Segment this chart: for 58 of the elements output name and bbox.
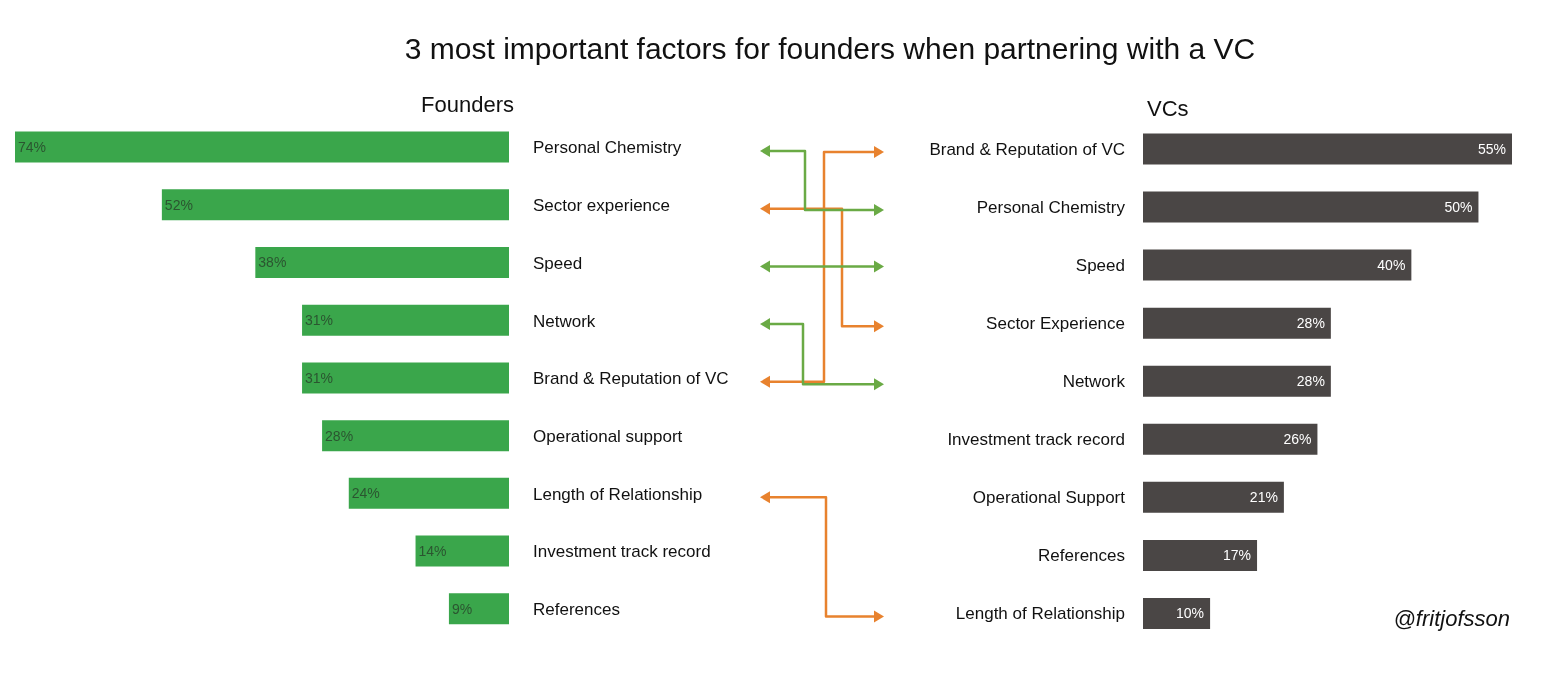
y-tick-label: Length of Relationship bbox=[533, 484, 703, 504]
y-tick-label: Network bbox=[533, 311, 596, 331]
data-label: 38% bbox=[258, 254, 287, 271]
bar bbox=[1143, 307, 1331, 339]
bar bbox=[1143, 481, 1284, 513]
bar bbox=[348, 477, 509, 509]
y-tick-label: Sector Experience bbox=[986, 313, 1125, 333]
bar bbox=[322, 420, 509, 452]
bar bbox=[15, 131, 509, 163]
y-tick-label: Brand & Reputation of VC bbox=[929, 139, 1125, 159]
y-tick-label: Length of Relationship bbox=[955, 604, 1125, 624]
bar bbox=[1143, 133, 1512, 165]
data-label: 9% bbox=[451, 600, 473, 617]
y-tick-label: Investment track record bbox=[947, 429, 1125, 449]
annotation: @fritjofsson bbox=[1393, 606, 1510, 632]
y-tick-label: Operational Support bbox=[972, 487, 1126, 507]
data-label: 31% bbox=[305, 369, 334, 386]
text: 3 most important factors for founders when partnering with a VC bbox=[403, 32, 1257, 66]
bar bbox=[1143, 365, 1331, 397]
chart-subtitle: Founders bbox=[421, 92, 514, 118]
data-label: 28% bbox=[325, 427, 354, 444]
data-label: 40% bbox=[1377, 257, 1406, 274]
bar bbox=[161, 189, 509, 221]
data-label: 50% bbox=[1444, 198, 1473, 215]
data-label: 21% bbox=[1249, 489, 1278, 506]
bar bbox=[1143, 249, 1412, 281]
data-label: 55% bbox=[1477, 140, 1506, 157]
data-label: 74% bbox=[18, 139, 47, 155]
bar bbox=[1143, 423, 1318, 455]
y-tick-label: Personal Chemistry bbox=[976, 197, 1126, 217]
data-label: 10% bbox=[1176, 605, 1205, 622]
y-tick-label: Network bbox=[1062, 371, 1126, 391]
chart-title: VCs bbox=[1147, 96, 1189, 122]
data-label: 14% bbox=[418, 542, 447, 559]
y-tick-label: Speed bbox=[1075, 255, 1125, 275]
data-label: 28% bbox=[1296, 373, 1325, 390]
y-tick-label: Personal Chemistry bbox=[533, 138, 682, 158]
data-label: 17% bbox=[1223, 547, 1252, 564]
bar bbox=[448, 593, 509, 625]
y-tick-label: Sector experience bbox=[533, 196, 671, 216]
y-tick-label: Brand & Reputation of VC bbox=[533, 369, 729, 389]
data-label: 26% bbox=[1283, 431, 1312, 448]
data-label: 28% bbox=[1296, 315, 1325, 332]
bar bbox=[302, 362, 509, 394]
data-label: 52% bbox=[164, 196, 193, 213]
bar bbox=[1143, 191, 1479, 223]
bar bbox=[1143, 597, 1211, 629]
y-tick-label: References bbox=[533, 600, 620, 620]
y-tick-label: Investment track record bbox=[533, 542, 711, 562]
data-label: 31% bbox=[305, 312, 334, 329]
y-tick-label: References bbox=[1038, 545, 1125, 565]
data-label: 24% bbox=[351, 485, 380, 502]
bar bbox=[302, 304, 509, 336]
y-tick-label: Operational support bbox=[533, 427, 683, 447]
bar bbox=[255, 247, 509, 279]
bar bbox=[1143, 539, 1258, 571]
y-tick-label: Speed bbox=[533, 253, 583, 273]
bar bbox=[415, 535, 509, 567]
